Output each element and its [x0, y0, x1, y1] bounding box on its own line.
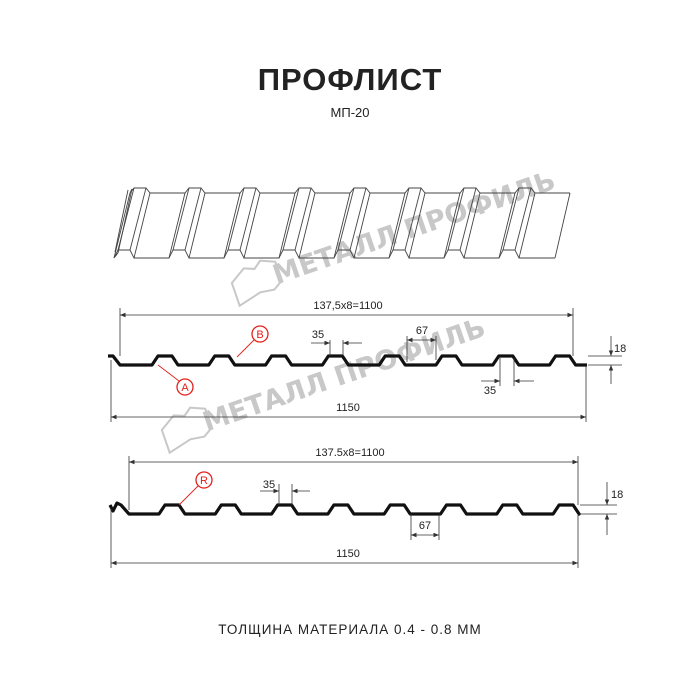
page-subtitle: МП-20 [331, 105, 370, 120]
marker-a [176, 378, 194, 396]
height-label: 18 [611, 489, 623, 501]
profile-2-section: 137.5x8=1100 1150 35 67 18 R [108, 447, 623, 568]
sheet-edge-line [554, 192, 571, 259]
sheet-edge-line [353, 192, 371, 259]
sheet-edge-line [408, 192, 426, 259]
sheet-edge-line [243, 192, 261, 259]
sheet-edge-line [168, 192, 186, 259]
marker-b-label: B [256, 329, 263, 341]
sheet-edge-line [388, 192, 406, 259]
width-label: 1150 [336, 402, 360, 414]
watermark-1: МЕТАЛЛ ПРОФИЛЬ [230, 165, 560, 308]
sheet-edge-line [349, 187, 367, 251]
profile-2-outline [108, 501, 581, 516]
sheet-edge-line [443, 192, 461, 259]
sheet-edge-line [337, 187, 355, 251]
crest-top-label: 35 [312, 329, 324, 341]
trough-label: 67 [416, 325, 428, 337]
sheet-edge-line [129, 187, 147, 251]
profile-1-section: 137,5x8=1100 1150 35 67 35 18 B A [108, 300, 626, 422]
sheet-edge-line [392, 187, 410, 251]
sheet-edge-line [239, 187, 257, 251]
sheet-edge-line [298, 192, 316, 259]
crest-bottom-label: 35 [484, 385, 496, 397]
sheet-edge-line [113, 192, 131, 259]
sheet-edge-line [114, 189, 129, 253]
material-thickness-note: ТОЛЩИНА МАТЕРИАЛА 0.4 - 0.8 ММ [218, 622, 482, 637]
crest-label: 35 [263, 479, 275, 491]
watermark-text: МЕТАЛЛ ПРОФИЛЬ [199, 312, 490, 438]
sheet-edge-line [184, 187, 202, 251]
sheet-edge-line [188, 192, 206, 259]
sheet-edge-line [447, 187, 465, 251]
pitch-label: 137.5x8=1100 [315, 447, 384, 459]
sheet-edge-line [502, 187, 520, 251]
profile-1-outline [108, 354, 587, 367]
sheet-edge-line [514, 187, 532, 251]
pitch-label: 137,5x8=1100 [313, 300, 382, 312]
width-label: 1150 [336, 548, 360, 560]
sheet-3d-illustration [113, 187, 571, 259]
sheet-edge-line [278, 192, 296, 259]
sheet-edge-line [223, 192, 241, 259]
sheet-edge-line [459, 187, 477, 251]
sheet-edge-line [172, 187, 190, 251]
trough-label: 67 [419, 520, 431, 532]
marker-r [195, 471, 213, 489]
watermark-logo-icon [230, 259, 283, 308]
sheet-edge-line [117, 188, 133, 254]
sheet-edge-line [518, 192, 536, 259]
sheet-edge-line [133, 192, 151, 259]
sheet-edge-line [113, 249, 555, 259]
sheet-edge-line [129, 187, 570, 194]
marker-a-label: A [181, 382, 189, 394]
marker-r-label: R [200, 475, 208, 487]
sheet-edge-line [498, 192, 516, 259]
page-title: ПРОФЛИСТ [258, 62, 443, 97]
watermark-text: МЕТАЛЛ ПРОФИЛЬ [269, 165, 560, 291]
sheet-edge-line [282, 187, 300, 251]
sheet-edge-line [227, 187, 245, 251]
sheet-edge-line [294, 187, 312, 251]
sheet-edge-line [404, 187, 422, 251]
sheet-edge-line [333, 192, 351, 259]
marker-b [251, 325, 269, 343]
sheet-edge-line [463, 192, 481, 259]
height-label: 18 [614, 343, 626, 355]
